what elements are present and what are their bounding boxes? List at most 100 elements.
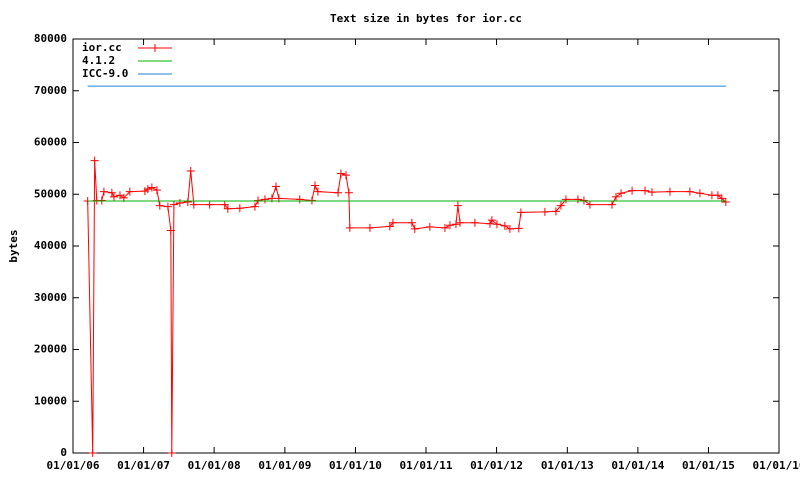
x-tick-label: 01/01/08: [188, 459, 241, 472]
y-tick-label: 10000: [34, 394, 67, 407]
point: [311, 181, 320, 190]
point: [344, 188, 353, 197]
point: [487, 216, 496, 225]
y-tick-label: 20000: [34, 343, 67, 356]
point: [334, 188, 343, 197]
point: [155, 201, 164, 210]
point: [685, 187, 694, 196]
x-tick-label: 01/01/09: [258, 459, 311, 472]
point: [451, 220, 460, 229]
point: [556, 201, 565, 210]
point: [189, 200, 198, 209]
point: [109, 192, 118, 201]
point: [470, 218, 479, 227]
legend-marker: [151, 44, 159, 52]
legend-label: ior.cc: [82, 41, 122, 54]
point: [97, 196, 106, 205]
point: [628, 186, 637, 195]
point: [453, 201, 462, 210]
point: [307, 196, 316, 205]
point: [514, 224, 523, 233]
point: [250, 202, 259, 211]
point: [163, 202, 172, 211]
x-tick-label: 01/01/06: [47, 459, 100, 472]
point: [147, 183, 156, 192]
point: [260, 195, 269, 204]
point: [505, 224, 514, 233]
chart-title: Text size in bytes for ior.cc: [330, 12, 522, 25]
point: [271, 182, 280, 191]
point: [235, 204, 244, 213]
y-tick-label: 60000: [34, 136, 67, 149]
x-tick-label: 01/01/11: [400, 459, 453, 472]
point: [223, 204, 232, 213]
point: [341, 171, 350, 180]
x-tick-label: 01/01/14: [611, 459, 664, 472]
point: [88, 449, 97, 457]
point: [388, 218, 397, 227]
point: [425, 222, 434, 231]
point: [492, 220, 501, 229]
y-tick-label: 0: [60, 446, 67, 459]
point: [345, 223, 354, 232]
point: [99, 187, 108, 196]
point: [167, 449, 176, 457]
point: [540, 207, 549, 216]
plot-frame: [72, 38, 780, 454]
point: [561, 195, 570, 204]
point: [607, 200, 616, 209]
point: [407, 218, 416, 227]
point: [485, 219, 494, 228]
point: [585, 200, 594, 209]
series-line: [87, 160, 727, 454]
y-tick-label: 70000: [34, 84, 67, 97]
point: [665, 187, 674, 196]
y-axis-label: bytes: [7, 229, 20, 262]
point: [551, 207, 560, 216]
point: [336, 169, 345, 178]
point: [445, 221, 454, 230]
point: [440, 223, 449, 232]
point: [205, 200, 214, 209]
legend-label: 4.1.2: [82, 54, 115, 67]
x-tick-label: 01/01/15: [682, 459, 735, 472]
point: [612, 192, 621, 201]
point: [107, 188, 116, 197]
point: [186, 166, 195, 175]
point: [166, 226, 175, 235]
point: [410, 224, 419, 233]
point: [183, 198, 192, 207]
y-tick-label: 50000: [34, 187, 67, 200]
point: [647, 188, 656, 197]
point: [579, 196, 588, 205]
y-tick-label: 40000: [34, 239, 67, 252]
point: [125, 187, 134, 196]
y-tick-label: 30000: [34, 291, 67, 304]
point: [90, 156, 99, 165]
x-tick-label: 01/01/13: [541, 459, 594, 472]
point: [143, 185, 152, 194]
point: [169, 200, 178, 209]
x-tick-label: 01/01/10: [329, 459, 382, 472]
point: [295, 195, 304, 204]
point: [456, 218, 465, 227]
point: [516, 208, 525, 217]
point: [617, 189, 626, 198]
y-tick-label: 80000: [34, 32, 67, 45]
x-tick-label: 01/01/16: [753, 459, 800, 472]
x-tick-label: 01/01/12: [470, 459, 523, 472]
point: [220, 200, 229, 209]
point: [175, 199, 184, 208]
point: [500, 221, 509, 230]
legend-label: ICC-9.0: [82, 67, 128, 80]
point: [152, 186, 161, 195]
point: [254, 196, 263, 205]
point: [313, 187, 322, 196]
point: [695, 189, 704, 198]
x-tick-label: 01/01/07: [117, 459, 170, 472]
point: [721, 198, 730, 207]
point: [573, 195, 582, 204]
point: [365, 223, 374, 232]
